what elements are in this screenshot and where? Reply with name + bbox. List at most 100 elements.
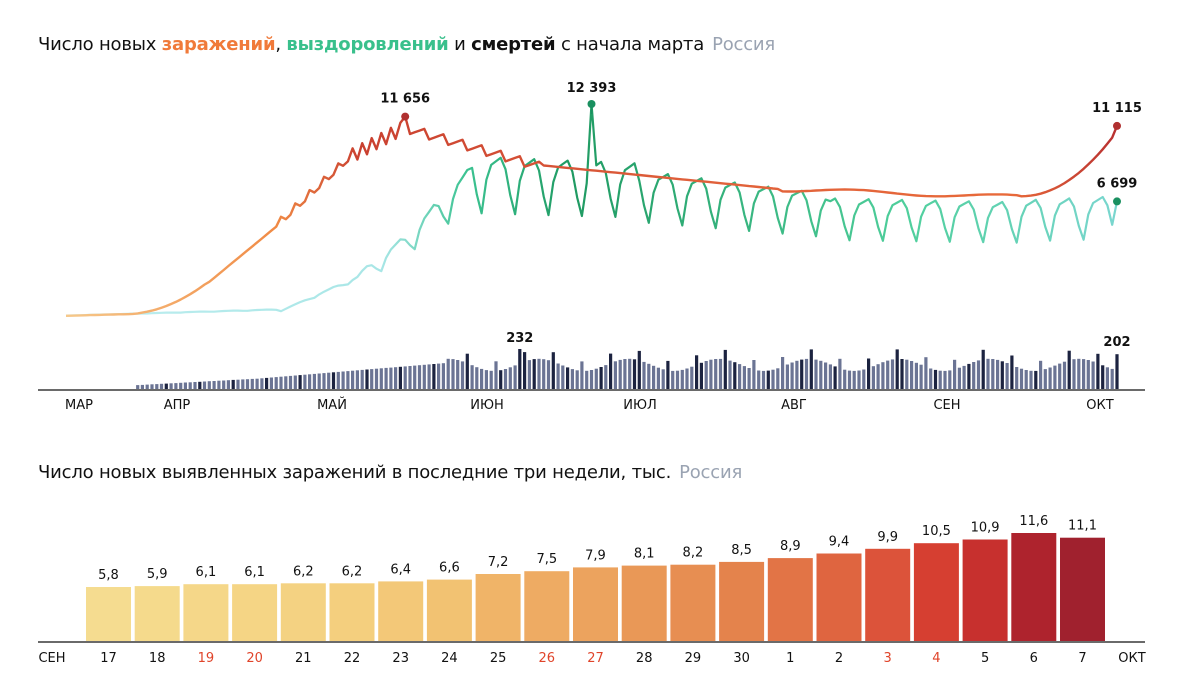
bar-value-label: 6,2 (293, 564, 314, 579)
death-bar (604, 365, 608, 389)
daily-bar (913, 543, 959, 641)
death-bar (628, 358, 632, 389)
death-bar (542, 359, 546, 389)
death-bar (986, 358, 990, 389)
month-label: ИЮЛ (623, 398, 657, 413)
death-bar (981, 349, 985, 389)
death-bar (618, 359, 622, 389)
death-bar (962, 365, 966, 389)
death-bar (159, 383, 164, 389)
death-bar (417, 365, 422, 389)
day-tick-label: 25 (490, 651, 507, 666)
death-bar (623, 359, 627, 389)
death-bar (838, 358, 842, 389)
day-tick-label: 30 (733, 651, 750, 666)
day-tick-label: 23 (392, 651, 409, 666)
death-bar (785, 364, 789, 389)
death-bar (996, 359, 1000, 389)
death-bar (867, 358, 871, 389)
death-bar (976, 360, 981, 389)
death-bar (475, 367, 479, 389)
death-bar (747, 368, 751, 389)
month-label: МАР (65, 398, 93, 413)
death-bar (652, 365, 656, 389)
death-bar (269, 377, 273, 389)
death-bar (809, 349, 813, 389)
month-end-label: ОКТ (1118, 651, 1145, 666)
death-bar (790, 362, 794, 389)
bar-value-label: 9,9 (877, 530, 898, 545)
death-bar (828, 364, 832, 389)
death-bar (274, 377, 278, 389)
day-tick-label: 29 (685, 651, 702, 666)
title-deaths: смертей (471, 34, 556, 55)
death-bar (881, 362, 885, 389)
death-bar (566, 367, 570, 389)
bar-value-label: 8,1 (634, 547, 655, 562)
death-bar (374, 368, 379, 389)
death-bar (317, 373, 321, 389)
death-bar (771, 369, 775, 389)
death-bar (255, 378, 259, 389)
month-label: АВГ (781, 398, 807, 413)
death-bar (704, 361, 708, 389)
death-bar (1039, 360, 1043, 389)
death-bar (685, 368, 689, 389)
death-bar (346, 371, 350, 389)
death-bar (804, 358, 809, 389)
death-bar (580, 361, 584, 389)
infections-last-label: 11 115 (1092, 101, 1142, 116)
death-bar (341, 371, 345, 389)
death-bar (795, 360, 799, 389)
death-bar (398, 366, 402, 389)
death-bar (446, 358, 450, 389)
death-bar (718, 358, 723, 389)
death-bar (231, 379, 235, 389)
death-bar (895, 349, 899, 389)
death-bar (1058, 363, 1062, 389)
death-bar (1010, 355, 1014, 389)
day-tick-label: 18 (149, 651, 166, 666)
death-bar (370, 369, 374, 389)
death-bar (312, 373, 316, 389)
death-bar (494, 361, 498, 389)
death-bar (857, 370, 861, 389)
death-bar (656, 367, 660, 389)
deaths-peak-label: 232 (506, 331, 533, 346)
infections-line (65, 115, 1119, 317)
daily-bar (426, 579, 472, 641)
death-bar (819, 360, 823, 389)
day-tick-label: 27 (587, 651, 604, 666)
death-bar (1082, 359, 1086, 389)
death-bar (709, 359, 713, 389)
title-recoveries: выздоровлений (286, 34, 449, 55)
death-bar (642, 361, 646, 389)
death-bar (322, 373, 326, 389)
death-bar (991, 359, 995, 389)
bar-value-label: 6,4 (390, 562, 411, 577)
death-bar (561, 365, 565, 389)
death-bar (690, 366, 694, 389)
daily-bar (232, 584, 278, 641)
death-bar (800, 359, 804, 389)
death-bar (1086, 360, 1090, 389)
month-start-label: СЕН (38, 651, 65, 666)
death-bar (585, 370, 589, 389)
death-bar (1034, 370, 1038, 389)
death-bar (384, 367, 388, 389)
death-bar (150, 384, 154, 389)
day-tick-label: 7 (1078, 651, 1086, 666)
death-bar (1062, 361, 1067, 389)
annotations: 11 656 12 393 11 115 6 699 232 202 (380, 81, 1142, 350)
bar-value-label: 10,5 (922, 524, 951, 539)
annotation-dot (587, 100, 596, 108)
death-bar (169, 383, 173, 389)
death-bar (953, 359, 957, 389)
death-bar (933, 369, 938, 389)
death-bar (929, 368, 933, 389)
death-bar (938, 370, 942, 389)
daily-bar (475, 574, 521, 641)
death-bar (327, 372, 331, 389)
death-bar (723, 349, 727, 389)
death-bar (637, 350, 641, 389)
